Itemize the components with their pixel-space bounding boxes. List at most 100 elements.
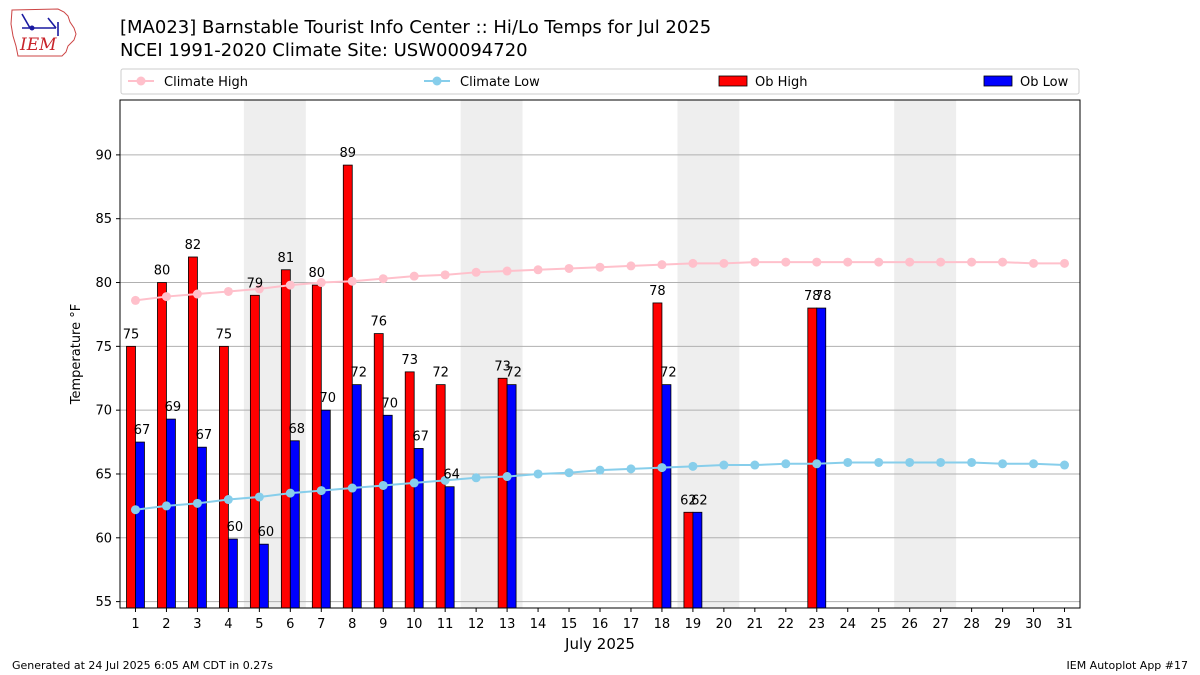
y-tick-label: 75 bbox=[95, 340, 112, 355]
label-ob-high: 80 bbox=[309, 266, 326, 281]
x-tick-label: 8 bbox=[348, 617, 356, 632]
climate-low-point bbox=[750, 460, 760, 470]
climate-low-point bbox=[688, 461, 698, 471]
climate-high-point bbox=[626, 261, 636, 271]
x-tick-label: 18 bbox=[654, 617, 671, 632]
bar-ob-low bbox=[258, 543, 269, 609]
legend-climate-low-label: Climate Low bbox=[460, 75, 540, 90]
x-tick-label: 31 bbox=[1056, 617, 1073, 632]
climate-high-point bbox=[781, 257, 791, 267]
x-tick-label: 3 bbox=[193, 617, 201, 632]
bar-ob-low bbox=[197, 446, 207, 609]
climate-low-point bbox=[254, 492, 264, 502]
climate-low-point bbox=[347, 483, 357, 493]
climate-high-point bbox=[378, 274, 388, 284]
climate-high-point bbox=[440, 270, 450, 280]
x-tick-label: 19 bbox=[685, 617, 702, 632]
bar-ob-high bbox=[683, 511, 694, 609]
climate-high-point bbox=[409, 271, 419, 281]
climate-high-point bbox=[533, 265, 543, 275]
climate-low-point bbox=[471, 473, 481, 483]
bar-ob-high bbox=[311, 284, 322, 609]
legend-ob-high-swatch bbox=[718, 75, 748, 87]
legend-ob-low-swatch bbox=[983, 75, 1013, 87]
label-ob-low: 64 bbox=[443, 468, 460, 483]
x-tick-label: 20 bbox=[716, 617, 733, 632]
legend-climate-low-marker bbox=[432, 76, 442, 86]
climate-high-point bbox=[254, 284, 264, 294]
bar-ob-low bbox=[661, 384, 672, 609]
x-tick-label: 5 bbox=[255, 617, 263, 632]
footer-app: IEM Autoplot App #17 bbox=[1066, 659, 1189, 672]
weekend-band bbox=[894, 100, 957, 608]
climate-high-point bbox=[967, 257, 977, 267]
bar-ob-high bbox=[435, 384, 446, 609]
label-ob-low: 69 bbox=[165, 400, 182, 415]
label-ob-high: 78 bbox=[649, 284, 666, 299]
bar-ob-high bbox=[280, 269, 291, 609]
climate-low-point bbox=[440, 475, 450, 485]
climate-low-point bbox=[781, 459, 791, 469]
label-ob-low: 70 bbox=[381, 396, 398, 411]
x-tick-label: 21 bbox=[747, 617, 764, 632]
bar-ob-low bbox=[289, 440, 300, 609]
climate-low-point bbox=[161, 501, 171, 511]
climate-high-point bbox=[750, 257, 760, 267]
climate-low-point bbox=[595, 465, 605, 475]
y-tick-label: 90 bbox=[95, 148, 112, 163]
x-tick-label: 17 bbox=[623, 617, 640, 632]
climate-low-point bbox=[657, 463, 667, 473]
bar-ob-low bbox=[816, 307, 827, 609]
climate-high-point bbox=[347, 276, 357, 286]
chart-subtitle: NCEI 1991-2020 Climate Site: USW00094720 bbox=[120, 40, 528, 61]
climate-low-point bbox=[874, 457, 884, 467]
bar-ob-high bbox=[157, 282, 167, 609]
climate-low-point bbox=[285, 488, 295, 498]
x-tick-label: 30 bbox=[1025, 617, 1042, 632]
x-tick-label: 15 bbox=[561, 617, 578, 632]
climate-high-point bbox=[998, 257, 1008, 267]
climate-high-point bbox=[192, 289, 202, 299]
y-tick-label: 55 bbox=[95, 595, 112, 610]
climate-low-point bbox=[719, 460, 729, 470]
x-tick-label: 2 bbox=[162, 617, 170, 632]
bar-ob-high bbox=[219, 345, 229, 609]
climate-high-point bbox=[1060, 258, 1070, 268]
bar-ob-low bbox=[320, 409, 331, 609]
label-ob-low: 78 bbox=[815, 289, 832, 304]
bar-ob-high bbox=[807, 307, 818, 609]
climate-low-point bbox=[130, 505, 140, 515]
climate-high-point bbox=[161, 292, 171, 302]
label-ob-high: 76 bbox=[370, 315, 387, 330]
x-tick-label: 10 bbox=[406, 617, 423, 632]
climate-low-point bbox=[378, 480, 388, 490]
bar-ob-high bbox=[342, 164, 353, 609]
label-ob-high: 73 bbox=[401, 353, 418, 368]
bar-ob-low bbox=[166, 418, 176, 609]
label-ob-high: 72 bbox=[432, 366, 449, 381]
climate-low-point bbox=[533, 469, 543, 479]
label-ob-low: 70 bbox=[320, 391, 337, 406]
bar-ob-low bbox=[692, 511, 703, 609]
bar-ob-high bbox=[404, 371, 415, 609]
climate-high-point bbox=[688, 258, 698, 268]
iem-logo: IEM bbox=[10, 8, 77, 57]
x-tick-label: 27 bbox=[932, 617, 949, 632]
label-ob-high: 62 bbox=[680, 493, 697, 508]
label-ob-high: 75 bbox=[216, 327, 233, 342]
climate-low-point bbox=[223, 495, 233, 505]
climate-high-point bbox=[316, 278, 326, 288]
label-ob-low: 68 bbox=[289, 422, 306, 437]
climate-high-point bbox=[812, 257, 822, 267]
label-ob-high: 75 bbox=[123, 327, 140, 342]
climate-high-point bbox=[502, 266, 512, 276]
x-tick-label: 23 bbox=[809, 617, 826, 632]
climate-low-point bbox=[626, 464, 636, 474]
bar-ob-low bbox=[506, 384, 517, 609]
label-ob-high: 79 bbox=[247, 276, 264, 291]
climate-high-point bbox=[223, 286, 233, 296]
bar-ob-high bbox=[497, 377, 508, 609]
x-tick-label: 4 bbox=[224, 617, 232, 632]
climate-high-point bbox=[130, 295, 140, 305]
label-ob-low: 60 bbox=[227, 520, 244, 535]
